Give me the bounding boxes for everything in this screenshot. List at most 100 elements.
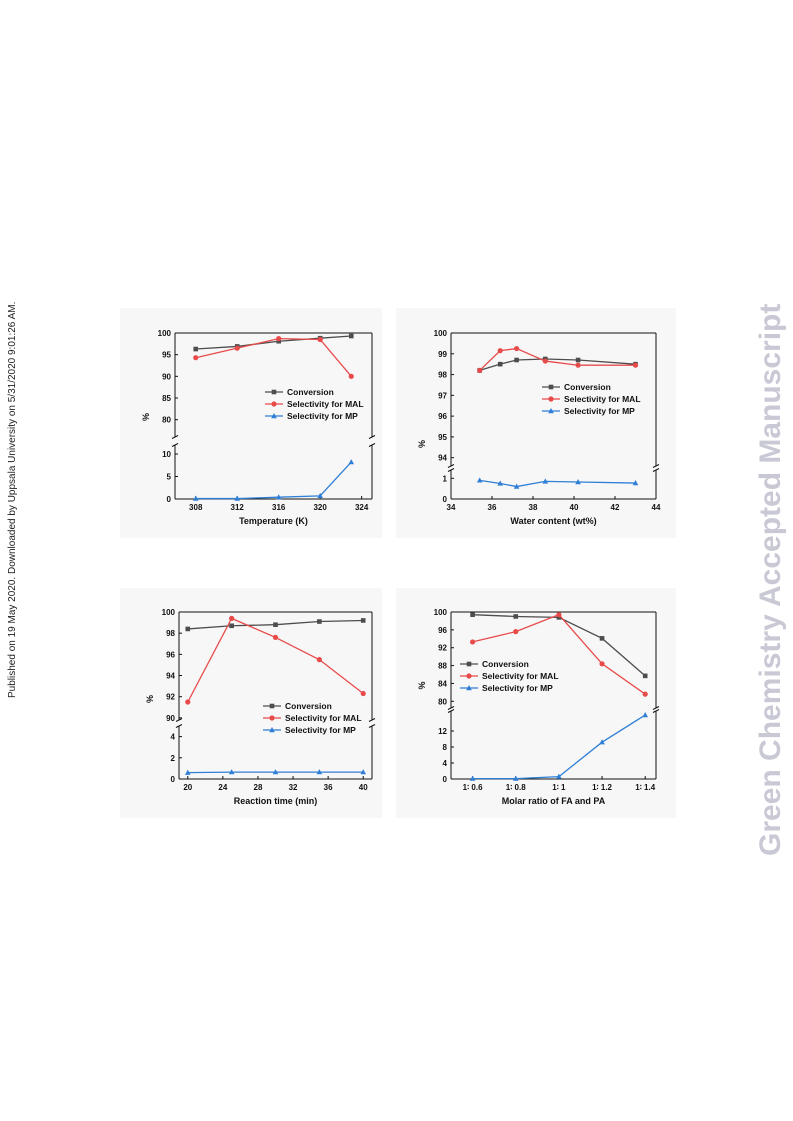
legend-marker-conversion bbox=[548, 384, 554, 390]
x-tick-label: 38 bbox=[529, 503, 538, 512]
journal-watermark-text: Green Chemistry Accepted Manuscript bbox=[754, 304, 787, 856]
axis-break-left bbox=[171, 443, 179, 447]
y-tick-label: 0 bbox=[167, 495, 172, 504]
x-tick-label: 36 bbox=[488, 503, 497, 512]
data-point-mp bbox=[497, 480, 503, 486]
y-tick-label: 97 bbox=[438, 391, 447, 400]
data-point-mp bbox=[513, 483, 520, 489]
data-point-conversion bbox=[599, 636, 605, 641]
x-tick-label: 36 bbox=[324, 783, 333, 792]
y-tick-label: 4 bbox=[171, 733, 176, 742]
series-line-conversion bbox=[479, 358, 636, 372]
data-point-mp bbox=[228, 769, 235, 775]
legend-label-mal: Selectivity for MAL bbox=[287, 399, 364, 409]
x-tick-label: 28 bbox=[254, 783, 263, 792]
publication-note: Published on 19 May 2020. Downloaded by … bbox=[7, 302, 18, 698]
x-tick-label: 1∶ 1.2 bbox=[592, 783, 612, 792]
data-point-mp bbox=[642, 712, 649, 718]
publication-note-text: Published on 19 May 2020. Downloaded by … bbox=[7, 302, 18, 698]
chart-1: 308 312 316 320 324 Temperature (K) 80 85 90 95 10… bbox=[141, 329, 376, 526]
y-tick-label: 0 bbox=[443, 495, 448, 504]
legend-label-mp: Selectivity for MP bbox=[285, 725, 356, 735]
data-point-mp bbox=[348, 459, 355, 465]
axis-break-right bbox=[652, 468, 660, 472]
data-point-conversion bbox=[575, 357, 581, 363]
x-tick-label: 20 bbox=[183, 783, 192, 792]
x-tick-label: 324 bbox=[355, 503, 369, 512]
data-point-mal bbox=[276, 336, 282, 342]
x-tick-label: 308 bbox=[189, 503, 203, 512]
y-tick-label: 98 bbox=[438, 371, 447, 380]
data-point-mp bbox=[234, 495, 241, 501]
data-point-conversion bbox=[513, 614, 519, 619]
y-axis-label: % bbox=[417, 681, 427, 689]
chart-panel-water bbox=[396, 308, 676, 538]
x-axis-label: Reaction time (min) bbox=[234, 796, 318, 806]
legend-marker-mal bbox=[269, 715, 275, 721]
series-line-conversion bbox=[195, 335, 352, 350]
legend-marker-conversion bbox=[269, 703, 275, 709]
data-point-conversion bbox=[193, 346, 199, 352]
legend-label-conversion: Conversion bbox=[285, 701, 332, 711]
y-tick-label: 92 bbox=[438, 644, 447, 653]
y-tick-label: 90 bbox=[166, 714, 175, 723]
y-tick-label: 92 bbox=[166, 693, 175, 702]
axis-break-left bbox=[447, 709, 455, 713]
chart-2: 34 36 38 40 42 44 Water content (wt%) 94 95 96 97 9… bbox=[417, 329, 661, 526]
axis-break-left bbox=[447, 706, 455, 710]
y-tick-label: 96 bbox=[438, 412, 447, 421]
x-tick-label: 320 bbox=[313, 503, 327, 512]
x-tick-label: 44 bbox=[652, 503, 661, 512]
y-tick-label: 10 bbox=[162, 450, 171, 459]
x-tick-label: 1∶ 0.8 bbox=[506, 783, 526, 792]
data-point-mal bbox=[185, 699, 191, 705]
x-axis-label: Water content (wt%) bbox=[510, 516, 596, 526]
data-point-mal bbox=[272, 634, 279, 641]
data-point-conversion bbox=[556, 615, 562, 620]
data-point-mp bbox=[272, 769, 279, 775]
data-point-mal bbox=[477, 367, 483, 374]
y-tick-label: 98 bbox=[166, 629, 175, 638]
y-tick-label: 95 bbox=[438, 433, 447, 442]
series-line-mal bbox=[195, 337, 352, 377]
y-tick-label: 80 bbox=[438, 697, 447, 706]
x-tick-label: 1∶ 1 bbox=[552, 783, 566, 792]
data-point-mal bbox=[513, 629, 519, 635]
data-point-conversion bbox=[317, 619, 322, 624]
legend-marker-conversion bbox=[466, 661, 472, 667]
x-tick-label: 1∶ 0.6 bbox=[463, 783, 483, 792]
data-point-mal bbox=[317, 336, 323, 343]
series-mp bbox=[192, 459, 355, 501]
data-point-mal bbox=[575, 362, 581, 368]
data-point-mp bbox=[275, 494, 282, 500]
y-tick-label: 100 bbox=[162, 608, 176, 617]
data-point-mal bbox=[193, 355, 199, 361]
data-point-conversion bbox=[360, 618, 366, 623]
chart-panel-ratio bbox=[396, 588, 676, 818]
series-line-mal bbox=[479, 347, 636, 371]
series-mp bbox=[469, 712, 649, 781]
data-point-mp bbox=[556, 773, 562, 779]
legend-label-mal: Selectivity for MAL bbox=[482, 671, 559, 681]
x-tick-label: 316 bbox=[272, 503, 286, 512]
y-tick-label: 12 bbox=[438, 727, 447, 736]
y-tick-label: 100 bbox=[434, 329, 448, 338]
series-mal bbox=[185, 615, 366, 705]
series-line-mp bbox=[472, 714, 646, 780]
axis-break-left bbox=[175, 724, 183, 728]
y-tick-label: 85 bbox=[162, 394, 171, 403]
y-tick-label: 94 bbox=[438, 454, 447, 463]
data-point-conversion bbox=[348, 333, 354, 339]
y-tick-label: 90 bbox=[162, 372, 171, 381]
legend-label-mal: Selectivity for MAL bbox=[564, 394, 641, 404]
legend-label-mp: Selectivity for MP bbox=[482, 683, 553, 693]
data-point-mp bbox=[316, 769, 323, 775]
axis-break-left bbox=[447, 464, 455, 468]
y-tick-label: 96 bbox=[166, 650, 175, 659]
series-conversion bbox=[470, 612, 648, 679]
data-point-mp bbox=[599, 739, 605, 745]
data-point-conversion bbox=[185, 626, 191, 632]
axis-break-left bbox=[171, 435, 179, 439]
y-tick-label: 0 bbox=[171, 775, 176, 784]
